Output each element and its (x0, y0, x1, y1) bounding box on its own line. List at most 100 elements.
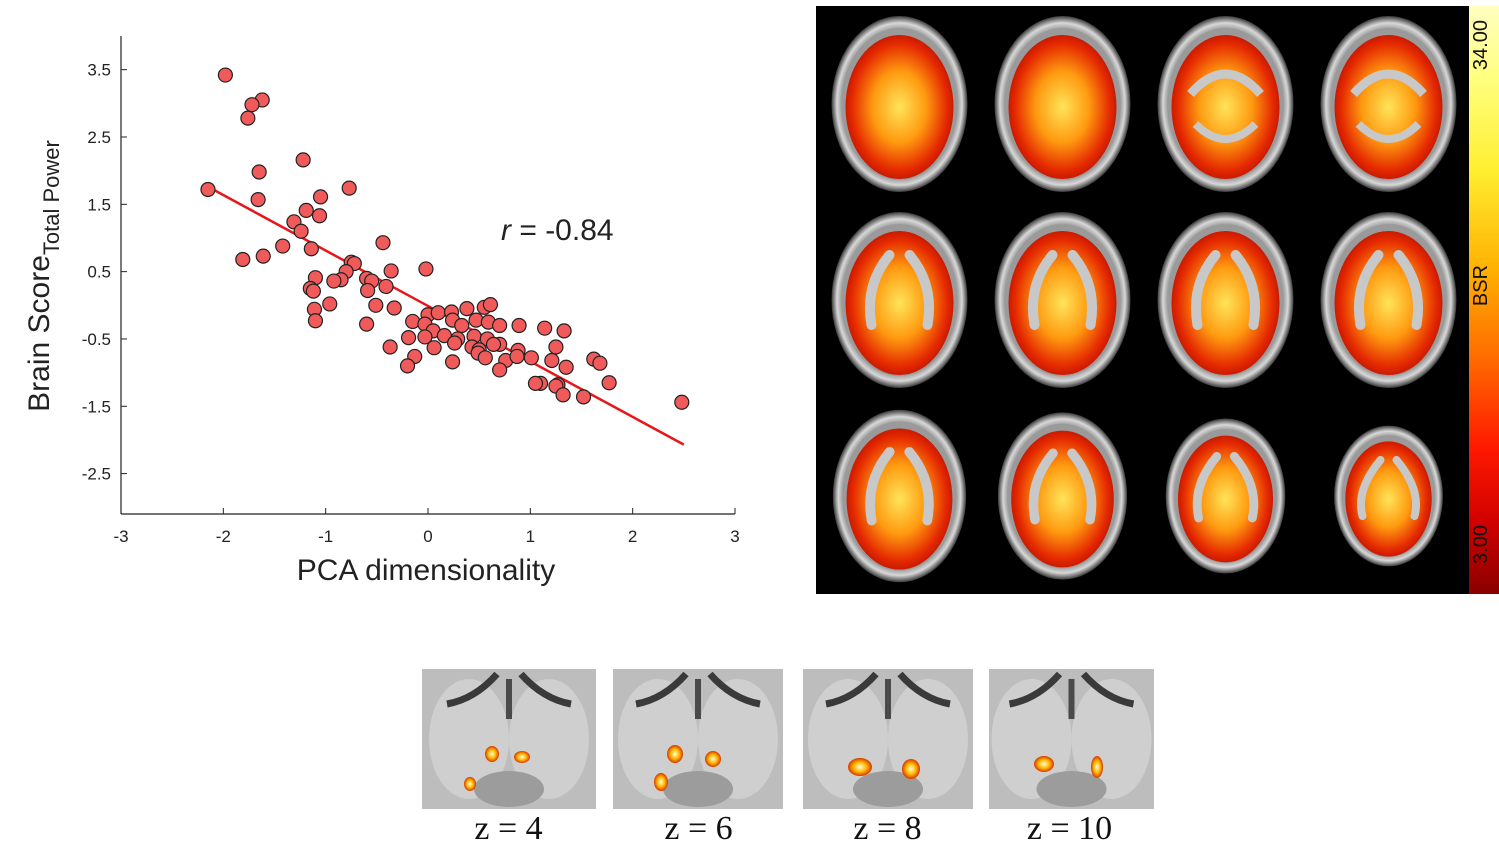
y-tick-label: 2.5 (87, 128, 111, 147)
data-point (293, 223, 309, 239)
data-point (444, 354, 461, 370)
brain-slice (1157, 212, 1294, 388)
y-tick-label: -1.5 (82, 397, 111, 416)
data-point (244, 97, 260, 113)
data-point (322, 296, 338, 312)
data-point (447, 335, 463, 351)
data-point (459, 301, 475, 317)
data-point (360, 282, 376, 299)
activation-blob (1091, 756, 1103, 778)
y-tick-label: -2.5 (82, 465, 111, 484)
data-point (378, 278, 394, 295)
colorbar-label: BSR (1470, 265, 1492, 307)
brain-slice (997, 412, 1128, 580)
tick-labels: -3 -2 -1 0 1 2 3 -2.5 -1.5 -0.5 0.5 1.5 2.5 3.5 (82, 61, 740, 546)
scatter-plot: -3 -2 -1 0 1 2 3 -2.5 -1.5 -0.5 0.5 1.5 2.5 3.5 PCA d… (23, 36, 740, 587)
brain-slice (831, 16, 968, 192)
activation-blob (464, 777, 476, 791)
data-point (217, 67, 233, 83)
data-point (251, 164, 267, 180)
data-point (674, 394, 690, 410)
data-point (537, 320, 553, 336)
thumbnail-z10 (989, 669, 1154, 809)
data-point (430, 305, 446, 321)
y-tick-label: -0.5 (82, 330, 111, 349)
data-point (405, 313, 421, 330)
correlation-var: r (501, 214, 512, 247)
y-axis-label: Brain ScoreTotal Power (23, 140, 64, 412)
data-point (418, 261, 434, 277)
data-point (341, 180, 357, 196)
thumbnail-label-z6: z = 6 (664, 810, 733, 847)
data-point (255, 248, 271, 264)
data-point (295, 152, 311, 168)
activation-blob (514, 751, 530, 763)
data-point (386, 300, 402, 316)
brain-slice (1334, 425, 1443, 567)
data-point (400, 330, 417, 346)
thumbnail-z8 (803, 669, 973, 809)
data-point (454, 317, 470, 334)
data-point (485, 336, 502, 352)
data-point (311, 208, 328, 224)
y-axis-label-main: Brain Score (23, 255, 56, 412)
data-point (312, 189, 329, 205)
data-point (382, 339, 398, 355)
activation-blob (485, 746, 499, 762)
brain-slice (1157, 16, 1294, 192)
y-tick-label: 0.5 (87, 263, 111, 282)
data-point (511, 317, 527, 334)
brain-slice (1320, 212, 1457, 388)
x-tick-label: 1 (526, 527, 535, 546)
data-point (275, 238, 291, 254)
y-tick-label: 3.5 (87, 61, 111, 80)
data-point (326, 273, 342, 289)
data-point (383, 263, 399, 279)
data-point (592, 355, 608, 371)
data-point (375, 235, 391, 251)
data-point (368, 297, 384, 313)
brain-slice (994, 212, 1131, 388)
data-point (240, 110, 256, 126)
x-tick-label: -1 (318, 527, 333, 546)
brain-slices-panel (816, 6, 1469, 594)
x-tick-label: 0 (423, 527, 432, 546)
data-point (556, 323, 572, 339)
data-point (509, 348, 525, 365)
data-point (200, 181, 216, 198)
thumbnail-z6 (613, 669, 783, 809)
data-point (544, 352, 560, 369)
x-tick-label: 2 (628, 527, 637, 546)
data-point (527, 375, 544, 391)
data-point (477, 350, 493, 366)
y-axis-label-sub: Total Power (39, 140, 64, 255)
activation-blob (848, 758, 872, 776)
data-point (548, 339, 564, 355)
correlation-annotation: r = -0.84 (501, 214, 614, 247)
data-points (200, 67, 690, 410)
activation-blob (902, 759, 920, 779)
y-tick-label: 1.5 (87, 195, 111, 214)
x-tick-label: 3 (730, 527, 739, 546)
thumbnail-label-z10: z = 10 (1026, 810, 1113, 847)
data-point (492, 362, 508, 378)
thumbnail-label-z8: z = 8 (853, 810, 922, 847)
data-point (575, 389, 592, 405)
data-point (558, 359, 574, 375)
brain-slice (832, 409, 967, 583)
data-point (492, 317, 508, 334)
thumbnail-label-z4: z = 4 (474, 810, 543, 847)
brain-slice (1320, 16, 1457, 192)
data-point (426, 340, 442, 356)
data-point (417, 329, 433, 345)
activation-blob (1034, 756, 1054, 772)
plot-axes (120, 36, 736, 515)
correlation-value: = -0.84 (511, 214, 614, 247)
data-point (250, 191, 266, 208)
colorbar-max: 34.00 (1470, 20, 1492, 71)
brain-slice (831, 212, 968, 388)
x-axis-label: PCA dimensionality (297, 554, 555, 587)
x-tick-label: -2 (216, 527, 231, 546)
thumbnail-z4 (422, 669, 596, 809)
data-point (298, 202, 314, 218)
